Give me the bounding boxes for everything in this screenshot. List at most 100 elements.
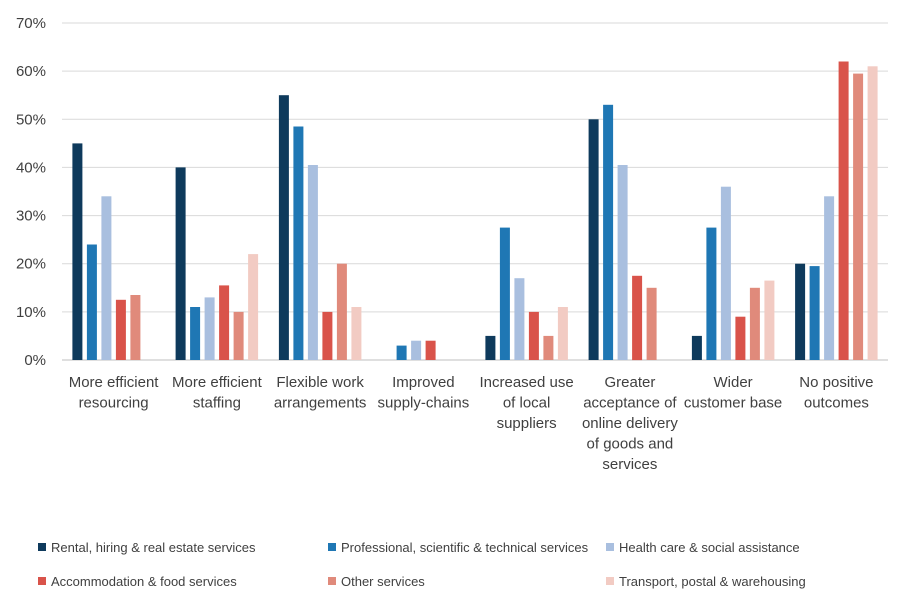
legend-item: Transport, postal & warehousing xyxy=(606,574,886,589)
x-category-label: Improved supply-chains xyxy=(378,374,470,412)
y-axis-ticks: 0% 10% 20% 30% 40% 50% 60% 70% xyxy=(16,15,46,369)
legend-label: Professional, scientific & technical ser… xyxy=(341,539,589,555)
bar xyxy=(528,311,539,360)
bar xyxy=(72,143,83,360)
legend-label: Other services xyxy=(341,573,425,589)
bar xyxy=(336,263,347,360)
y-tick-label: 40% xyxy=(16,159,46,176)
legend-label: Health care & social assistance xyxy=(619,539,800,555)
bar xyxy=(853,73,864,360)
bar xyxy=(411,340,422,360)
bar xyxy=(175,167,186,360)
bar xyxy=(824,196,835,360)
x-category-label-line: services xyxy=(602,456,657,473)
legend-item: Rental, hiring & real estate services xyxy=(38,540,328,555)
x-category-label: Flexible work arrangements xyxy=(274,374,367,412)
bar xyxy=(351,307,362,360)
bar xyxy=(485,335,496,360)
x-category-label-line: resourcing xyxy=(79,395,149,412)
x-category-label-line: Improved xyxy=(392,374,455,391)
bar xyxy=(543,335,554,360)
bar xyxy=(867,66,878,361)
legend-label: Transport, postal & warehousing xyxy=(619,573,806,589)
bar xyxy=(101,196,112,360)
x-category-label: No positive outcomes xyxy=(799,374,873,412)
x-category-label-line: Wider xyxy=(714,374,753,391)
legend-swatch xyxy=(38,543,46,551)
bar xyxy=(735,316,746,360)
x-category-label-line: staffing xyxy=(193,395,241,412)
x-category-label-line: customer base xyxy=(684,395,782,412)
bar xyxy=(396,345,407,360)
chart-plot: 0% 10% 20% 30% 40% 50% 60% 70% More efficient re… xyxy=(16,15,888,473)
x-category-label-line: of local xyxy=(503,395,551,412)
bar xyxy=(130,295,141,360)
legend-swatch xyxy=(38,577,46,585)
x-axis-labels: More efficient resourcing More efficient st… xyxy=(69,374,874,473)
x-category-label-line: Greater xyxy=(604,374,655,391)
legend: Rental, hiring & real estate services Pro… xyxy=(38,530,898,598)
bar xyxy=(233,311,244,360)
x-category-label-line: Flexible work xyxy=(276,374,364,391)
bar xyxy=(588,119,599,360)
bar xyxy=(720,186,731,360)
x-category-label-line: acceptance of xyxy=(583,395,677,412)
bar xyxy=(293,126,304,360)
bar xyxy=(749,287,760,360)
x-category-label: Greater acceptance of online delivery of go… xyxy=(582,374,678,473)
legend-swatch xyxy=(328,543,336,551)
legend-row: Rental, hiring & real estate services Pro… xyxy=(38,530,898,564)
x-category-label-line: More efficient xyxy=(69,374,160,391)
x-category-label: Increased use of local suppliers xyxy=(479,374,573,432)
y-tick-label: 20% xyxy=(16,256,46,273)
y-tick-label: 70% xyxy=(16,15,46,32)
x-category-label-line: outcomes xyxy=(804,395,869,412)
bar xyxy=(646,287,657,360)
bar xyxy=(190,307,201,360)
bar xyxy=(514,278,525,360)
legend-item: Accommodation & food services xyxy=(38,574,328,589)
y-tick-label: 50% xyxy=(16,111,46,128)
x-category-label-line: of goods and xyxy=(587,436,674,453)
x-category-label-line: online delivery xyxy=(582,415,678,432)
bar xyxy=(557,307,568,360)
bar xyxy=(706,227,717,360)
bar xyxy=(204,297,215,360)
x-category-label-line: More efficient xyxy=(172,374,263,391)
legend-item: Professional, scientific & technical ser… xyxy=(328,540,606,555)
legend-item: Other services xyxy=(328,574,606,589)
bar xyxy=(691,335,702,360)
x-category-label-line: No positive xyxy=(799,374,873,391)
legend-label: Rental, hiring & real estate services xyxy=(51,539,256,555)
gridlines xyxy=(62,22,888,361)
x-category-label-line: Increased use xyxy=(479,374,573,391)
legend-swatch xyxy=(328,577,336,585)
legend-label: Accommodation & food services xyxy=(51,573,237,589)
bars xyxy=(72,61,878,361)
legend-swatch xyxy=(606,577,614,585)
x-category-label-line: supply-chains xyxy=(378,395,470,412)
bar xyxy=(307,165,318,360)
y-tick-label: 60% xyxy=(16,63,46,80)
bar xyxy=(617,165,628,360)
x-category-label-line: suppliers xyxy=(497,415,557,432)
bar xyxy=(499,227,510,360)
bar xyxy=(603,104,614,360)
y-tick-label: 30% xyxy=(16,208,46,225)
bar xyxy=(795,263,806,360)
bar xyxy=(219,285,230,360)
bar xyxy=(248,254,259,360)
bar xyxy=(425,340,436,360)
bar xyxy=(809,266,820,360)
bar xyxy=(115,299,126,360)
legend-row: Accommodation & food services Other servi… xyxy=(38,564,898,598)
y-tick-label: 0% xyxy=(24,352,46,369)
x-category-label: Wider customer base xyxy=(684,374,782,412)
x-category-label-line: arrangements xyxy=(274,395,367,412)
bar xyxy=(322,311,333,360)
legend-item: Health care & social assistance xyxy=(606,540,886,555)
bar xyxy=(86,244,97,360)
legend-swatch xyxy=(606,543,614,551)
y-tick-label: 10% xyxy=(16,304,46,321)
bar xyxy=(838,61,849,360)
